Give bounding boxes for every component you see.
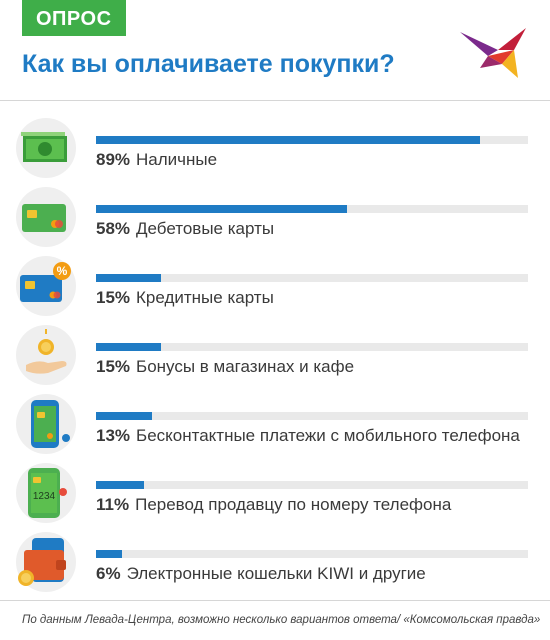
bar-track bbox=[96, 343, 528, 351]
data-label: 58% bbox=[96, 219, 131, 238]
chart-row: 58% Дебетовые карты bbox=[0, 178, 550, 247]
mobile-contactless-icon bbox=[16, 394, 76, 454]
chart-row: 6% Электронные кошельки KIWI и другие bbox=[0, 523, 550, 592]
bar-label: 58% Дебетовые карты bbox=[96, 219, 274, 239]
bar bbox=[96, 136, 481, 144]
bar bbox=[96, 550, 122, 558]
category-label: Перевод продавцу по номеру телефона bbox=[135, 495, 452, 514]
chart-row: 13% Бесконтактные платежи с мобильного те… bbox=[0, 385, 550, 454]
chart-row: % 15% Кредитные карты bbox=[0, 247, 550, 316]
top-divider bbox=[0, 100, 550, 101]
data-label: 15% bbox=[96, 357, 131, 376]
bar-label: 89% Наличные bbox=[96, 150, 217, 170]
bar-track bbox=[96, 550, 528, 558]
bar bbox=[96, 343, 161, 351]
chart-rows: 89% Наличные 58% Дебетовые карты% 15% Кредитн… bbox=[0, 109, 550, 592]
bar bbox=[96, 205, 347, 213]
bar-label: 15% Кредитные карты bbox=[96, 288, 274, 308]
credit-card-percent-icon: % bbox=[16, 256, 76, 316]
category-label: Кредитные карты bbox=[136, 288, 274, 307]
chart-row: 15% Бонусы в магазинах и кафе bbox=[0, 316, 550, 385]
phone-transfer-icon: 1234 bbox=[16, 463, 76, 523]
swallow-logo-icon bbox=[460, 28, 526, 78]
category-label: Наличные bbox=[136, 150, 218, 169]
category-label: Бонусы в магазинах и кафе bbox=[136, 357, 355, 376]
bar-label: 15% Бонусы в магазинах и кафе bbox=[96, 357, 354, 377]
bottom-divider bbox=[0, 600, 550, 601]
debit-card-icon bbox=[16, 187, 76, 247]
bar bbox=[96, 274, 161, 282]
bar-track bbox=[96, 205, 528, 213]
survey-badge: ОПРОС bbox=[22, 0, 126, 36]
page-title: Как вы оплачиваете покупки? bbox=[22, 50, 395, 78]
bar-track bbox=[96, 481, 528, 489]
wallet-icon bbox=[16, 532, 76, 592]
data-label: 13% bbox=[96, 426, 131, 445]
category-label: Электронные кошельки KIWI и другие bbox=[126, 564, 426, 583]
data-label: 89% bbox=[96, 150, 131, 169]
chart-row: 1234 11% Перевод продавцу по номеру телефо… bbox=[0, 454, 550, 523]
data-label: 15% bbox=[96, 288, 131, 307]
svg-text:%: % bbox=[57, 264, 68, 278]
chart-row: 89% Наличные bbox=[0, 109, 550, 178]
data-label: 6% bbox=[96, 564, 121, 583]
category-label: Бесконтактные платежи с мобильного телеф… bbox=[136, 426, 520, 445]
icon-text: 1234 bbox=[33, 491, 56, 502]
bar bbox=[96, 481, 144, 489]
data-label: 11% bbox=[96, 495, 130, 514]
bar-track bbox=[96, 136, 528, 144]
bar-label: 11% Перевод продавцу по номеру телефона bbox=[96, 495, 451, 515]
bar-label: 6% Электронные кошельки KIWI и другие bbox=[96, 564, 426, 584]
bar-track bbox=[96, 274, 528, 282]
bar bbox=[96, 412, 153, 420]
bar-track bbox=[96, 412, 528, 420]
coin-hand-icon bbox=[16, 325, 76, 385]
category-label: Дебетовые карты bbox=[136, 219, 275, 238]
cash-icon bbox=[16, 118, 76, 178]
source-footer: По данным Левада-Центра, возможно нескол… bbox=[22, 614, 541, 626]
bar-label: 13% Бесконтактные платежи с мобильного те… bbox=[96, 426, 520, 446]
